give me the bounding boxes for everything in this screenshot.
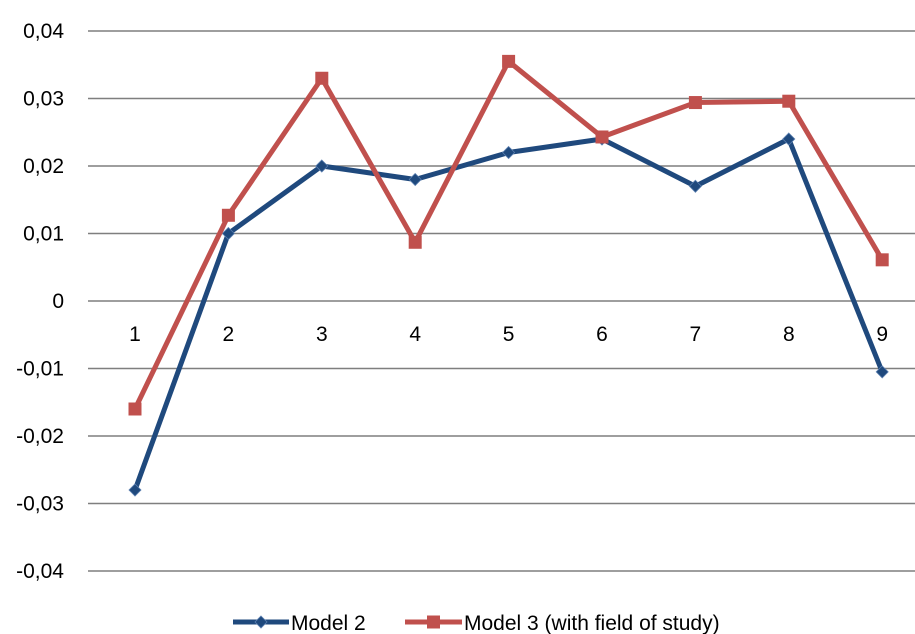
y-axis-tick-labels: 0,04 0,03 0,02 0,01 0 -0,01 -0,02 -0,03 -0,04 (16, 20, 64, 583)
legend-marker (427, 615, 440, 629)
series-group (128, 54, 889, 497)
diamond-marker (221, 226, 235, 241)
y-tick-label: -0,02 (16, 425, 64, 448)
square-marker (221, 208, 235, 222)
diamond-marker (688, 179, 702, 193)
y-tick-label: 0,02 (23, 155, 64, 178)
legend-item: Model 2 (233, 612, 366, 634)
diamond-marker (315, 159, 329, 173)
x-category-label: 9 (876, 323, 888, 346)
x-category-label: 3 (316, 323, 328, 346)
y-tick-label: -0,04 (16, 560, 64, 583)
x-category-label: 7 (690, 323, 702, 346)
diamond-marker (875, 365, 889, 379)
x-axis-category-labels: 1 2 3 4 5 6 7 8 9 (129, 323, 888, 346)
square-marker (315, 71, 329, 85)
gridlines (88, 30, 915, 572)
square-marker (502, 54, 516, 68)
series-1 (128, 132, 889, 497)
legend-label: Model 2 (291, 612, 366, 634)
y-tick-label: 0,01 (23, 223, 64, 246)
series-2 (128, 54, 889, 416)
square-marker (782, 94, 796, 108)
diamond-marker (128, 483, 142, 497)
diamond-marker (408, 172, 422, 187)
legend-item: Model 3 (with field of study) (405, 612, 720, 634)
x-category-label: 8 (783, 323, 795, 346)
square-marker (688, 96, 702, 110)
y-tick-label: -0,01 (16, 358, 64, 381)
y-tick-label: 0,03 (23, 88, 64, 111)
y-tick-label: 0 (52, 290, 64, 313)
square-marker (408, 235, 422, 249)
x-category-label: 6 (596, 323, 608, 346)
y-tick-label: 0,04 (23, 20, 64, 43)
x-category-label: 1 (129, 323, 141, 346)
y-tick-label: -0,03 (16, 493, 64, 516)
legend-label: Model 3 (with field of study) (464, 612, 720, 634)
legend-marker (254, 615, 268, 629)
square-marker (128, 402, 142, 416)
diamond-marker (502, 145, 516, 160)
series-line (132, 58, 885, 411)
square-marker (875, 253, 889, 267)
x-category-label: 2 (223, 323, 235, 346)
x-category-label: 5 (503, 323, 515, 346)
legend: Model 2 Model 3 (with field of study) (233, 612, 720, 634)
x-category-label: 4 (409, 323, 421, 346)
diamond-marker (782, 132, 796, 146)
square-marker (595, 130, 609, 144)
